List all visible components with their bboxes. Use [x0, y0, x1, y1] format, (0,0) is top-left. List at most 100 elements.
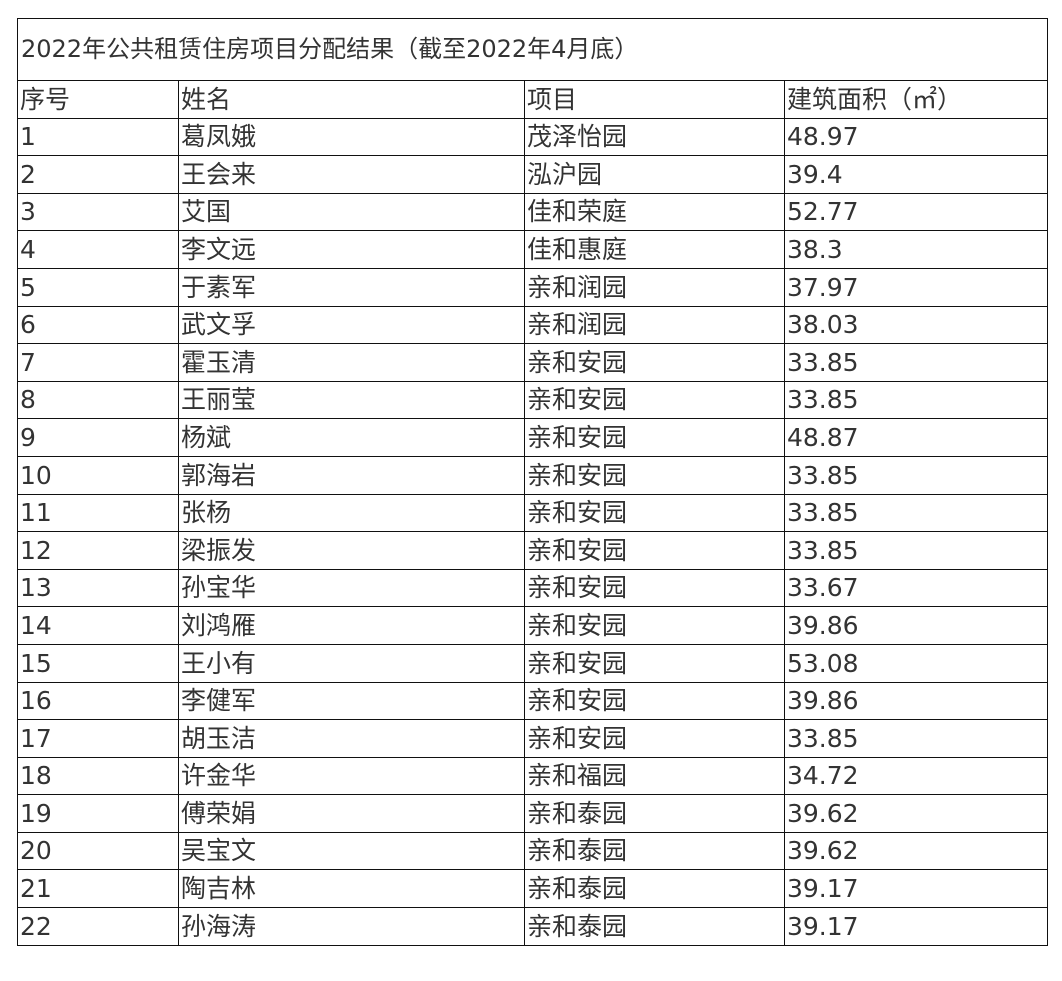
- cell-project: 亲和安园: [524, 455, 785, 495]
- cell-project: 亲和安园: [524, 568, 785, 608]
- cell-project: 亲和泰园: [524, 907, 785, 946]
- cell-index: 3: [17, 192, 179, 232]
- cell-index: 17: [17, 719, 179, 758]
- cell-project: 亲和安园: [524, 418, 785, 457]
- cell-index: 10: [17, 455, 179, 495]
- table-row: 19 傅荣娟 亲和泰园 39.62: [17, 794, 1048, 833]
- cell-name: 孙海涛: [178, 907, 525, 946]
- cell-index: 11: [17, 493, 179, 533]
- cell-area: 39.4: [784, 155, 1048, 194]
- cell-project: 亲和福园: [524, 756, 785, 796]
- table-title: 2022年公共租赁住房项目分配结果（截至2022年4月底）: [17, 18, 1048, 81]
- cell-name: 胡玉洁: [178, 719, 525, 758]
- table-row: 1 葛凤娥 茂泽怡园 48.97: [17, 117, 1048, 157]
- cell-project: 亲和安园: [524, 380, 785, 420]
- cell-area: 39.62: [784, 794, 1048, 833]
- cell-project: 泓沪园: [524, 155, 785, 194]
- cell-area: 39.86: [784, 606, 1048, 645]
- header-row: 序号 姓名 项目 建筑面积（㎡）: [17, 80, 1048, 119]
- cell-area: 33.85: [784, 380, 1048, 420]
- cell-index: 21: [17, 869, 179, 909]
- table-row: 3 艾国 佳和荣庭 52.77: [17, 192, 1048, 232]
- cell-area: 33.85: [784, 531, 1048, 570]
- cell-area: 48.97: [784, 117, 1048, 157]
- cell-name: 李文远: [178, 230, 525, 269]
- cell-index: 19: [17, 794, 179, 833]
- cell-project: 亲和安园: [524, 681, 785, 721]
- cell-area: 52.77: [784, 192, 1048, 232]
- cell-area: 39.17: [784, 869, 1048, 909]
- cell-name: 吴宝文: [178, 831, 525, 871]
- cell-project: 亲和安园: [524, 719, 785, 758]
- cell-index: 20: [17, 831, 179, 871]
- cell-project: 亲和泰园: [524, 869, 785, 909]
- table-row: 7 霍玉清 亲和安园 33.85: [17, 343, 1048, 382]
- header-project: 项目: [524, 80, 785, 119]
- cell-area: 33.85: [784, 455, 1048, 495]
- cell-index: 7: [17, 343, 179, 382]
- cell-area: 38.3: [784, 230, 1048, 269]
- table-row: 14 刘鸿雁 亲和安园 39.86: [17, 606, 1048, 645]
- cell-name: 葛凤娥: [178, 117, 525, 157]
- cell-name: 梁振发: [178, 531, 525, 570]
- table-row: 6 武文孚 亲和润园 38.03: [17, 305, 1048, 345]
- cell-index: 4: [17, 230, 179, 269]
- table-row: 12 梁振发 亲和安园 33.85: [17, 531, 1048, 570]
- table-row: 16 李健军 亲和安园 39.86: [17, 681, 1048, 721]
- cell-project: 亲和安园: [524, 606, 785, 645]
- cell-index: 18: [17, 756, 179, 796]
- table-row: 20 吴宝文 亲和泰园 39.62: [17, 831, 1048, 871]
- cell-index: 14: [17, 606, 179, 645]
- cell-name: 于素军: [178, 267, 525, 307]
- cell-name: 武文孚: [178, 305, 525, 345]
- cell-project: 亲和安园: [524, 493, 785, 533]
- cell-area: 33.85: [784, 719, 1048, 758]
- table-row: 15 王小有 亲和安园 53.08: [17, 643, 1048, 683]
- cell-index: 22: [17, 907, 179, 946]
- allocation-table: 2022年公共租赁住房项目分配结果（截至2022年4月底） 序号 姓名 项目 建…: [17, 18, 1048, 946]
- cell-name: 霍玉清: [178, 343, 525, 382]
- cell-project: 亲和润园: [524, 267, 785, 307]
- cell-index: 8: [17, 380, 179, 420]
- table-row: 13 孙宝华 亲和安园 33.67: [17, 568, 1048, 608]
- cell-project: 茂泽怡园: [524, 117, 785, 157]
- cell-index: 1: [17, 117, 179, 157]
- cell-name: 陶吉林: [178, 869, 525, 909]
- cell-name: 李健军: [178, 681, 525, 721]
- cell-index: 13: [17, 568, 179, 608]
- cell-name: 郭海岩: [178, 455, 525, 495]
- cell-name: 傅荣娟: [178, 794, 525, 833]
- cell-index: 9: [17, 418, 179, 457]
- header-name: 姓名: [178, 80, 525, 119]
- cell-project: 佳和荣庭: [524, 192, 785, 232]
- cell-area: 53.08: [784, 643, 1048, 683]
- cell-area: 38.03: [784, 305, 1048, 345]
- header-index: 序号: [17, 80, 179, 119]
- cell-project: 亲和泰园: [524, 794, 785, 833]
- cell-index: 5: [17, 267, 179, 307]
- cell-index: 12: [17, 531, 179, 570]
- cell-name: 杨斌: [178, 418, 525, 457]
- cell-area: 48.87: [784, 418, 1048, 457]
- cell-index: 6: [17, 305, 179, 345]
- header-area: 建筑面积（㎡）: [784, 80, 1048, 119]
- table-row: 10 郭海岩 亲和安园 33.85: [17, 455, 1048, 495]
- cell-area: 37.97: [784, 267, 1048, 307]
- cell-project: 亲和安园: [524, 643, 785, 683]
- title-row: 2022年公共租赁住房项目分配结果（截至2022年4月底）: [17, 18, 1048, 81]
- cell-name: 许金华: [178, 756, 525, 796]
- cell-project: 亲和安园: [524, 343, 785, 382]
- table-row: 4 李文远 佳和惠庭 38.3: [17, 230, 1048, 269]
- table-row: 8 王丽莹 亲和安园 33.85: [17, 380, 1048, 420]
- table-row: 2 王会来 泓沪园 39.4: [17, 155, 1048, 194]
- table-row: 11 张杨 亲和安园 33.85: [17, 493, 1048, 533]
- table-row: 9 杨斌 亲和安园 48.87: [17, 418, 1048, 457]
- table-row: 21 陶吉林 亲和泰园 39.17: [17, 869, 1048, 909]
- cell-index: 16: [17, 681, 179, 721]
- table-row: 18 许金华 亲和福园 34.72: [17, 756, 1048, 796]
- cell-name: 张杨: [178, 493, 525, 533]
- cell-name: 王会来: [178, 155, 525, 194]
- cell-name: 王小有: [178, 643, 525, 683]
- cell-area: 39.86: [784, 681, 1048, 721]
- cell-name: 孙宝华: [178, 568, 525, 608]
